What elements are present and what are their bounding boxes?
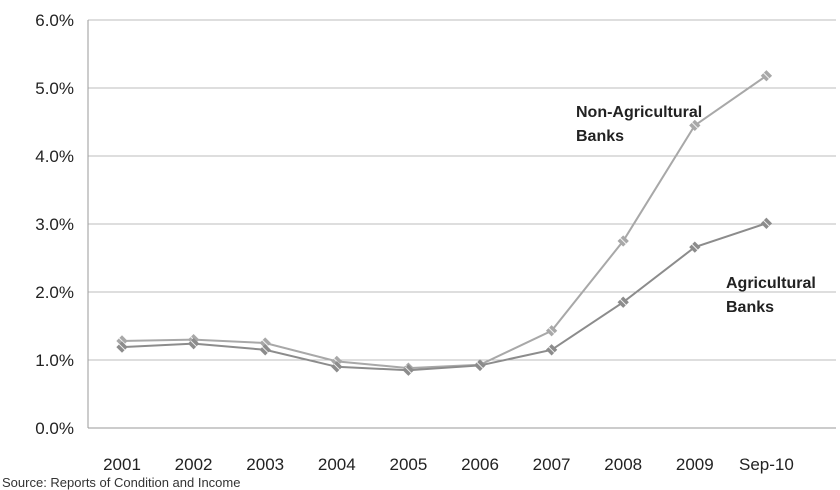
series-label-non-agricultural: Non-Agricultural Banks xyxy=(576,104,702,145)
series-label-line: Banks xyxy=(726,299,774,316)
data-point-mark xyxy=(691,122,699,129)
x-tick-label: 2007 xyxy=(533,455,571,474)
y-axis-ticks: 0.0% 1.0% 2.0% 3.0% 4.0% 5.0% 6.0% xyxy=(35,11,74,438)
x-tick-label: 2008 xyxy=(604,455,642,474)
data-point-mark xyxy=(476,362,484,369)
x-axis-ticks: 2001 2002 2003 2004 2005 2006 2007 2008 2009 Sep-… xyxy=(103,455,794,474)
y-tick-label: 3.0% xyxy=(35,215,74,234)
series-layer xyxy=(116,70,773,376)
x-tick-label: 2002 xyxy=(175,455,213,474)
series-label-line: Banks xyxy=(576,128,624,145)
data-point-mark xyxy=(691,243,699,251)
series-line-non-agricultural xyxy=(121,74,767,370)
data-point-mark xyxy=(405,366,412,374)
series-label-line: Non-Agricultural xyxy=(576,104,702,121)
data-point-mark xyxy=(763,72,770,80)
y-tick-label: 0.0% xyxy=(35,419,74,438)
data-point-mark xyxy=(548,346,555,354)
data-point-mark xyxy=(763,219,770,227)
series-labels: Non-Agricultural Banks Agricultural Banks xyxy=(576,104,816,316)
y-tick-label: 5.0% xyxy=(35,79,74,98)
x-tick-label: 2004 xyxy=(318,455,356,474)
x-tick-label: 2009 xyxy=(676,455,714,474)
y-tick-label: 1.0% xyxy=(35,351,74,370)
data-point-mark xyxy=(619,298,627,306)
data-point-mark xyxy=(118,337,126,345)
axes xyxy=(87,20,836,429)
data-point-mark xyxy=(548,327,555,335)
data-point-mark xyxy=(261,346,269,354)
y-tick-label: 4.0% xyxy=(35,147,74,166)
data-point-mark xyxy=(190,340,197,348)
series-label-agricultural: Agricultural Banks xyxy=(726,275,816,316)
data-point-mark xyxy=(118,343,126,351)
series-line-agricultural xyxy=(121,222,767,372)
data-point-mark xyxy=(333,363,341,371)
source-note: Source: Reports of Condition and Income xyxy=(2,475,241,490)
y-tick-label: 2.0% xyxy=(35,283,74,302)
x-tick-label: 2003 xyxy=(246,455,284,474)
series-label-line: Agricultural xyxy=(726,275,816,292)
x-tick-label: 2001 xyxy=(103,455,141,474)
y-tick-label: 6.0% xyxy=(35,11,74,30)
gridlines xyxy=(88,19,836,361)
data-point-mark xyxy=(261,339,269,347)
x-tick-label: 2005 xyxy=(389,455,427,474)
data-point-mark xyxy=(619,237,627,245)
x-tick-label: 2006 xyxy=(461,455,499,474)
x-tick-label: Sep-10 xyxy=(739,455,794,474)
